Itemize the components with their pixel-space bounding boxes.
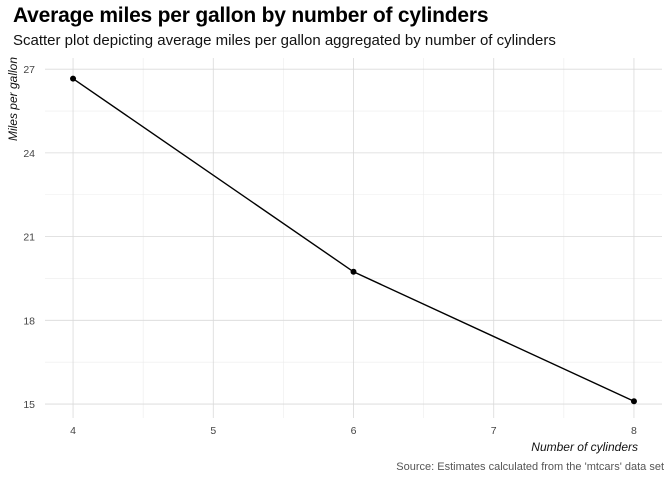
data-point xyxy=(70,75,77,82)
x-tick-label: 8 xyxy=(631,425,637,437)
y-tick-label: 24 xyxy=(23,148,35,160)
tick-labels: 4 5 6 7 8 15 18 21 24 27 xyxy=(23,64,637,437)
y-tick-label: 27 xyxy=(23,64,35,76)
y-axis-title: Miles per gallon xyxy=(6,57,20,141)
x-tick-label: 7 xyxy=(491,425,497,437)
x-axis-title: Number of cylinders xyxy=(531,440,638,454)
data-series xyxy=(70,75,637,405)
x-tick-label: 6 xyxy=(351,425,357,437)
chart-subtitle: Scatter plot depicting average miles per… xyxy=(13,32,556,49)
x-tick-label: 4 xyxy=(70,425,76,437)
grid-lines xyxy=(45,58,662,418)
chart-title: Average miles per gallon by number of cy… xyxy=(13,4,489,27)
y-tick-label: 21 xyxy=(23,232,35,244)
y-tick-label: 18 xyxy=(23,315,35,327)
x-tick-label: 5 xyxy=(210,425,216,437)
data-point xyxy=(350,268,357,275)
chart-caption: Source: Estimates calculated from the 'm… xyxy=(396,461,664,473)
y-tick-label: 15 xyxy=(23,399,35,411)
data-point xyxy=(630,398,637,405)
